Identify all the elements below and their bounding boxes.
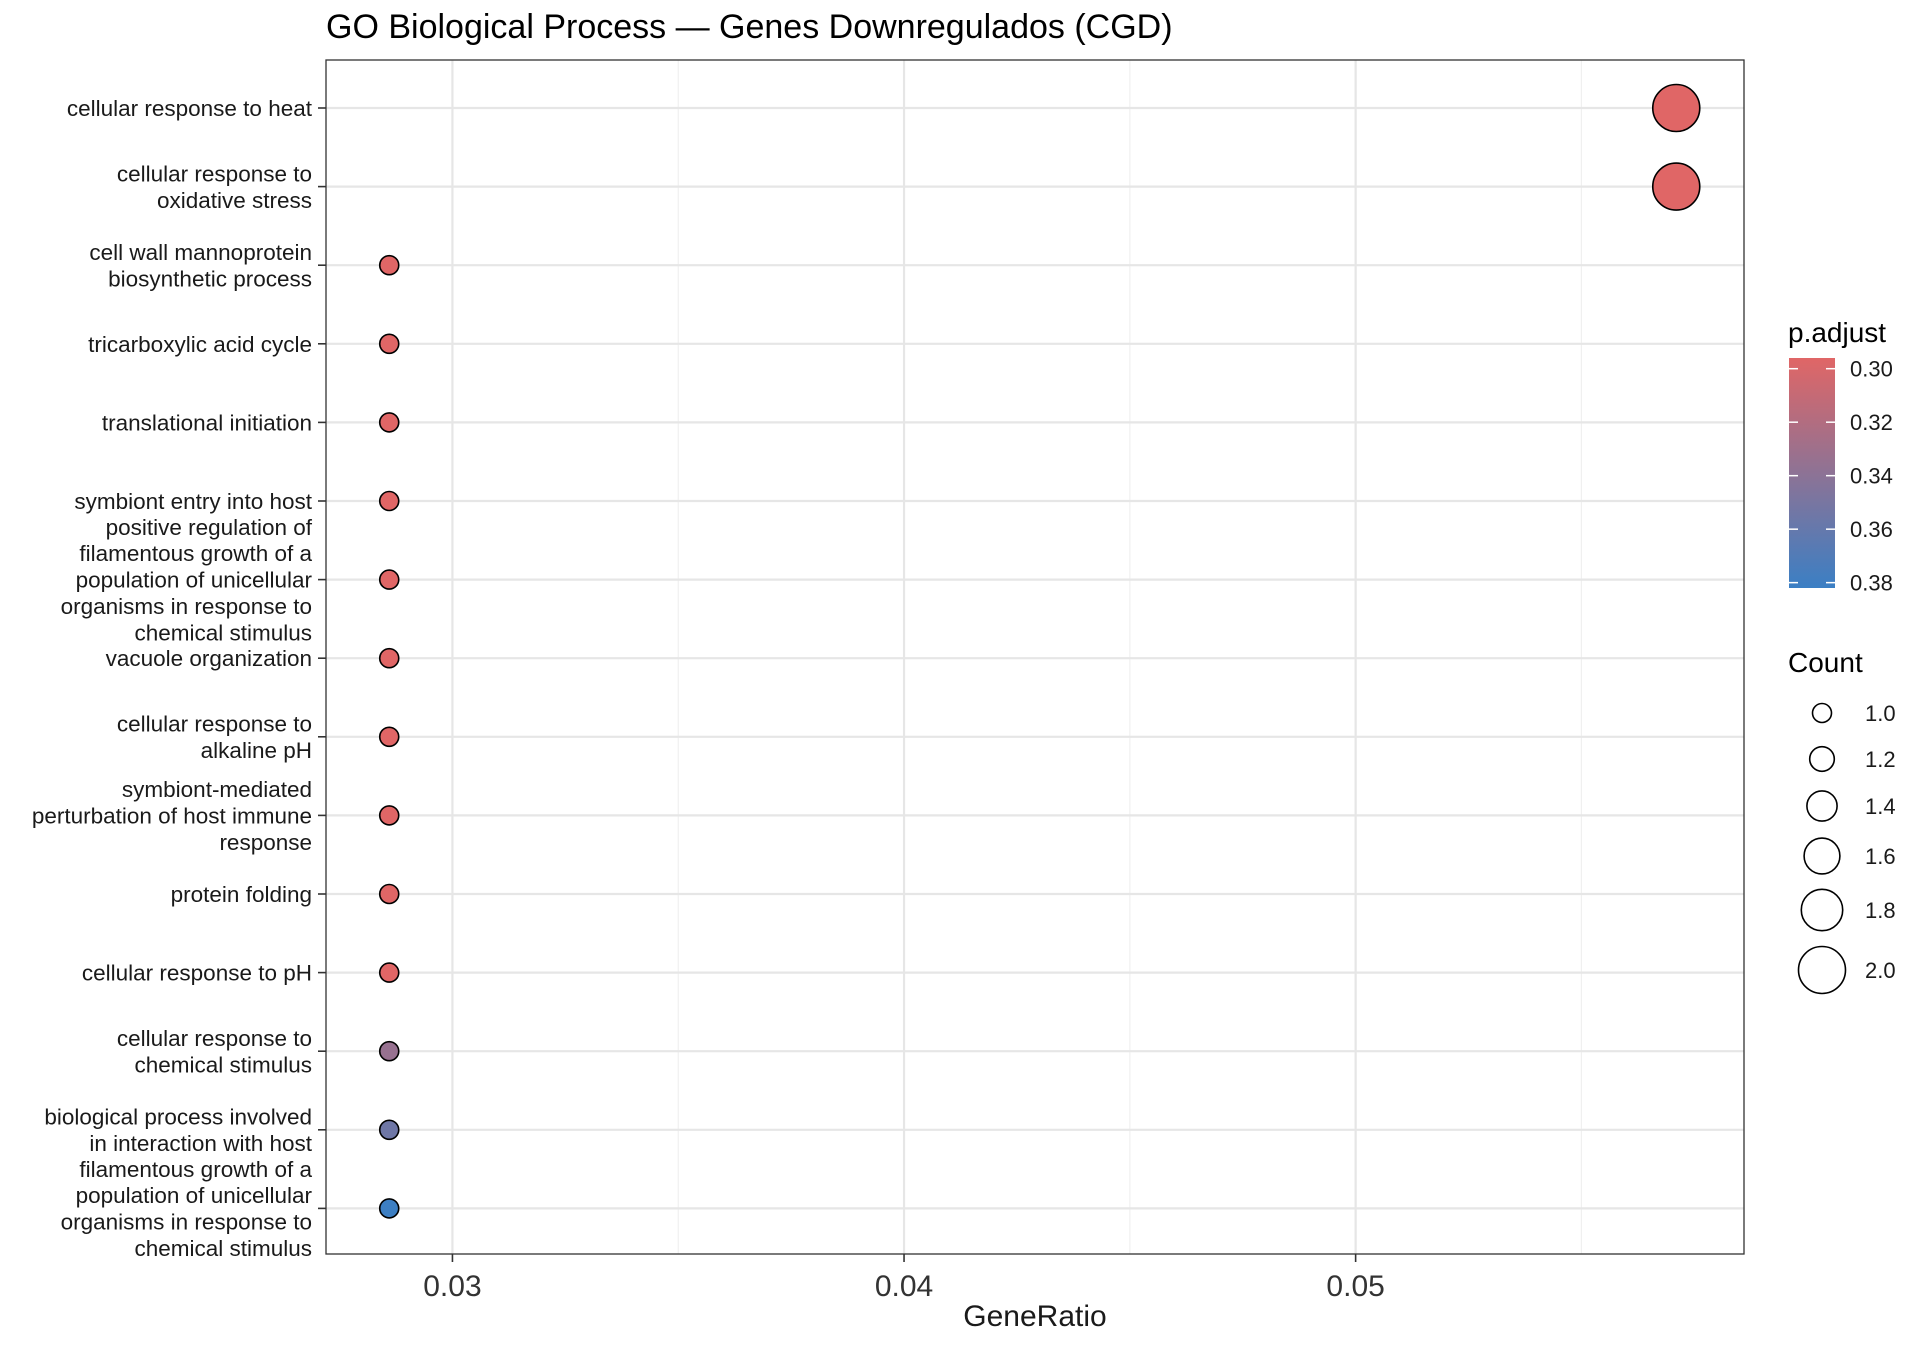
y-axis-label: positive regulation of <box>106 515 313 540</box>
y-axis-label: tricarboxylic acid cycle <box>88 332 312 357</box>
data-point <box>378 1119 400 1141</box>
size-legend-label: 1.8 <box>1865 898 1896 923</box>
y-axis-label: filamentous growth of a <box>79 541 312 566</box>
data-point <box>378 962 400 983</box>
color-legend-ticks: 0.30 0.32 0.34 0.36 0.38 <box>1789 357 1893 596</box>
color-legend-title: p.adjust <box>1788 317 1886 348</box>
y-axis-label: cellular response to pH <box>82 961 312 986</box>
y-axis-label: organisms in response to <box>61 1210 312 1235</box>
y-axis-label: symbiont entry into host <box>74 489 312 514</box>
data-point <box>378 333 400 355</box>
x-axis-title: GeneRatio <box>963 1300 1106 1333</box>
y-axis-label: cellular response to <box>117 712 312 737</box>
y-axis-labels: cellular response to heat cellular respon… <box>32 96 326 1261</box>
y-axis-label: translational initiation <box>102 410 312 435</box>
data-point <box>378 647 400 669</box>
data-point <box>378 883 400 905</box>
color-legend-label: 0.36 <box>1850 517 1893 542</box>
y-axis-label: perturbation of host immune <box>32 803 312 828</box>
y-axis-label: alkaline pH <box>201 738 312 763</box>
y-axis-label: biological process involved <box>44 1105 312 1130</box>
data-point <box>1651 162 1701 211</box>
data-point <box>378 254 400 276</box>
color-legend-label: 0.38 <box>1850 571 1893 596</box>
size-legend-key <box>1808 745 1836 773</box>
color-legend-label: 0.30 <box>1850 357 1893 382</box>
color-legend-label: 0.32 <box>1850 410 1893 435</box>
data-points <box>378 83 1701 1219</box>
data-point <box>378 726 400 748</box>
color-legend-bar <box>1789 358 1835 588</box>
size-legend-label: 1.2 <box>1865 747 1896 772</box>
size-legend-label: 1.0 <box>1865 701 1896 726</box>
size-legend-key <box>1806 790 1838 822</box>
size-legend-key <box>1797 945 1847 995</box>
y-axis-label: protein folding <box>171 882 312 907</box>
y-axis-label: in interaction with host <box>89 1131 312 1156</box>
y-axis-label: chemical stimulus <box>134 1052 312 1077</box>
data-point <box>378 490 400 512</box>
x-axis-ticks: 0.03 0.04 0.05 <box>423 1254 1385 1303</box>
size-legend: Count 1.0 1.2 1.4 1.6 1.8 2.0 <box>1788 647 1896 995</box>
color-legend-label: 0.34 <box>1850 464 1893 489</box>
x-tick-label: 0.03 <box>423 1270 481 1303</box>
y-axis-label: cell wall mannoprotein <box>89 240 312 265</box>
chart-title: GO Biological Process — Genes Downregula… <box>326 8 1173 46</box>
color-legend: p.adjust 0.30 0.32 0.34 0.36 0.38 <box>1788 317 1893 596</box>
data-point <box>378 1040 400 1062</box>
y-axis-label: symbiont-mediated <box>122 777 312 802</box>
size-legend-key <box>1800 888 1844 932</box>
size-legend-items: 1.0 1.2 1.4 1.6 1.8 2.0 <box>1797 701 1896 995</box>
size-legend-label: 2.0 <box>1865 958 1896 983</box>
y-axis-label: filamentous growth of a <box>79 1157 312 1182</box>
grid-lines <box>326 60 1744 1254</box>
plot-panel-border <box>325 59 1745 1255</box>
x-tick-label: 0.04 <box>875 1270 933 1303</box>
data-point <box>378 569 400 590</box>
y-axis-label: cellular response to <box>117 161 312 186</box>
y-axis-label: organisms in response to <box>61 594 312 619</box>
y-axis-label: response <box>219 830 312 855</box>
y-axis-label: cellular response to heat <box>67 96 313 121</box>
y-axis-label: oxidative stress <box>157 188 312 213</box>
y-axis-label: biosynthetic process <box>108 266 312 291</box>
size-legend-title: Count <box>1788 647 1863 678</box>
y-axis-label: population of unicellular <box>76 568 313 593</box>
size-legend-label: 1.6 <box>1865 844 1896 869</box>
y-axis-label: cellular response to <box>117 1026 312 1051</box>
size-legend-label: 1.4 <box>1865 794 1896 819</box>
data-point <box>378 412 400 433</box>
y-axis-label: chemical stimulus <box>134 1236 312 1261</box>
data-point <box>1651 83 1701 133</box>
y-axis-label: chemical stimulus <box>134 620 312 645</box>
size-legend-key <box>1811 702 1833 724</box>
y-axis-label: population of unicellular <box>76 1183 313 1208</box>
data-point <box>378 1198 400 1219</box>
plot-background <box>326 60 1744 1254</box>
size-legend-key <box>1803 837 1841 875</box>
x-tick-label: 0.05 <box>1326 1270 1384 1303</box>
data-point <box>378 805 400 826</box>
y-axis-label: vacuole organization <box>106 646 312 671</box>
